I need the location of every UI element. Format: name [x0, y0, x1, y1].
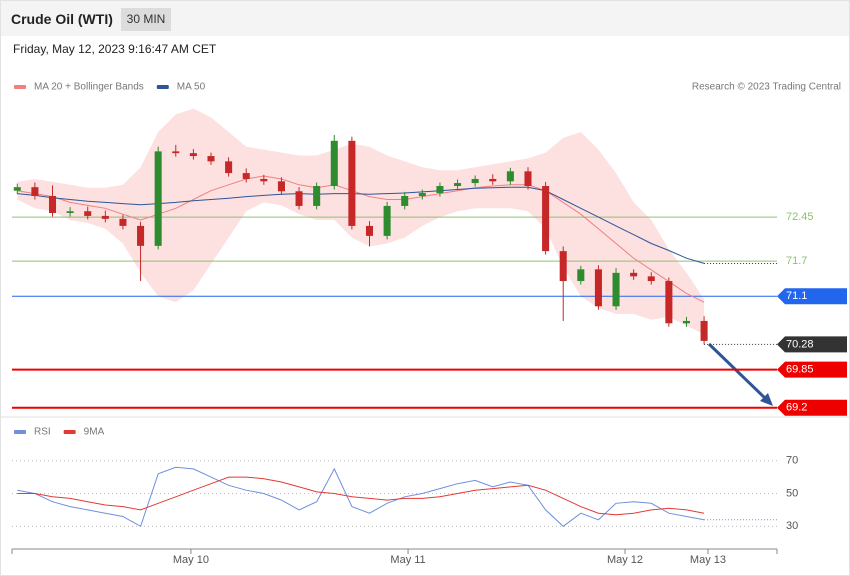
candle-body: [383, 205, 391, 236]
candle-body: [260, 178, 268, 182]
legend-label: MA 20 + Bollinger Bands: [34, 82, 144, 93]
legend-label: MA 50: [177, 82, 206, 93]
legend-label: 9MA: [84, 427, 105, 438]
candle-body: [559, 251, 567, 282]
candle-body: [101, 215, 109, 219]
moving-average: [17, 186, 705, 264]
level-label: 71.7: [786, 255, 807, 267]
candle-body: [542, 186, 550, 252]
forecast-arrowhead: [760, 393, 773, 406]
candle-body: [137, 225, 145, 246]
candle-body: [313, 186, 321, 206]
candle-body: [401, 195, 409, 206]
candle-body: [700, 320, 708, 341]
candle-body: [66, 211, 74, 213]
candle-body: [48, 195, 57, 213]
candle-body: [189, 153, 197, 157]
candle-body: [207, 156, 215, 162]
y-tick-label: 70: [786, 455, 798, 467]
candle-body: [577, 269, 585, 282]
candle-body: [418, 193, 426, 196]
level-label: 72.45: [786, 211, 814, 223]
candle-body: [665, 281, 673, 324]
x-tick-label: May 10: [173, 554, 209, 566]
level-label-box: [777, 288, 847, 305]
candle-body: [172, 151, 180, 154]
candle-body: [630, 272, 638, 277]
candle-body: [489, 178, 497, 182]
level-label: 69.85: [786, 364, 814, 376]
level-label-box: [777, 336, 847, 353]
candle-body: [225, 161, 233, 174]
candle-body: [154, 151, 162, 246]
candle-body: [524, 171, 532, 186]
candle-body: [31, 187, 39, 196]
x-tick-label: May 11: [390, 554, 425, 566]
candle-body: [348, 140, 356, 226]
legend-swatch: [14, 430, 26, 434]
candle-body: [13, 187, 21, 191]
candle-body: [365, 225, 374, 236]
level-label-box: [777, 361, 847, 378]
level-label: 70.28: [786, 338, 814, 350]
candle-body: [277, 181, 285, 192]
candle-body: [242, 173, 250, 179]
candle-body: [436, 186, 444, 194]
bollinger-band: [17, 108, 705, 335]
legend-label: RSI: [34, 427, 51, 438]
candle-body: [295, 191, 303, 206]
level-label-box: [777, 399, 847, 416]
candle-body: [119, 218, 127, 226]
candle-body: [682, 320, 691, 324]
timestamp: Friday, May 12, 2023 9:16:47 AM CET: [13, 42, 217, 56]
indicator-line: [17, 466, 705, 528]
candle-body: [647, 276, 655, 282]
y-tick-label: 50: [786, 487, 798, 499]
forecast-arrow: [707, 342, 769, 402]
candle-body: [612, 272, 620, 307]
y-tick-label: 30: [786, 520, 798, 532]
candle-body: [506, 171, 514, 182]
candle-body: [594, 269, 602, 307]
candle-body: [454, 183, 462, 186]
x-tick-label: May 13: [690, 554, 726, 566]
candle-body: [84, 211, 92, 216]
attribution: Research © 2023 Trading Central: [692, 82, 841, 93]
level-label: 69.2: [786, 402, 807, 414]
candle-body: [330, 140, 338, 186]
legend-swatch: [14, 85, 26, 89]
legend-swatch: [63, 430, 76, 434]
instrument-title: Crude Oil (WTI): [11, 11, 113, 27]
indicator-line: [17, 476, 705, 516]
header: Crude Oil (WTI) 30 MIN: [1, 1, 849, 36]
level-label: 71.1: [786, 290, 807, 302]
legend-swatch: [156, 85, 169, 89]
timeframe-button[interactable]: 30 MIN: [121, 8, 171, 31]
candle-body: [471, 178, 479, 184]
x-tick-label: May 12: [607, 554, 643, 566]
